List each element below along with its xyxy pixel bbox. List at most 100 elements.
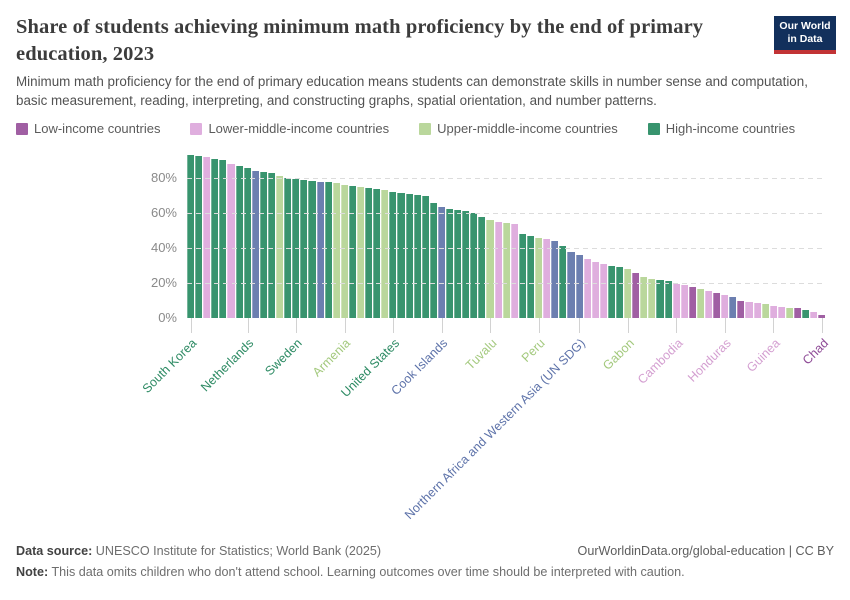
bar-rank-31[interactable]: [429, 202, 437, 318]
bars-container: [187, 155, 826, 318]
bar-rank-23[interactable]: [365, 187, 373, 318]
bar-rank-46[interactable]: [551, 241, 559, 318]
bar-rank-22[interactable]: [356, 186, 365, 318]
bar-rank-5[interactable]: [219, 159, 227, 318]
bar-rank-18[interactable]: [324, 182, 332, 318]
bar-rank-12[interactable]: [276, 176, 284, 318]
bar-rank-66[interactable]: [713, 292, 721, 318]
bar-rank-52[interactable]: [599, 263, 607, 318]
bar-rank-53[interactable]: [607, 265, 615, 318]
bar-northern-africa-and-western-asia-un-sdg[interactable]: [575, 255, 583, 318]
bar-rank-25[interactable]: [381, 190, 389, 318]
bar-rank-48[interactable]: [567, 251, 575, 318]
bar-rank-54[interactable]: [615, 267, 624, 318]
bar-rank-58[interactable]: [648, 278, 656, 318]
x-tick-sweden: [296, 318, 298, 333]
bar-rank-47[interactable]: [559, 246, 567, 318]
bar-rank-35[interactable]: [462, 211, 470, 318]
bar-rank-24[interactable]: [373, 188, 381, 318]
bar-rank-57[interactable]: [640, 276, 648, 318]
legend-label-lowermid: Lower-middle-income countries: [208, 121, 390, 136]
bar-rank-45[interactable]: [543, 239, 551, 318]
bar-rank-10[interactable]: [259, 171, 267, 318]
legend-item-lowermid[interactable]: Lower-middle-income countries: [190, 121, 389, 136]
legend-label-uppermid: Upper-middle-income countries: [437, 121, 618, 136]
bar-rank-71[interactable]: [753, 303, 761, 318]
bar-rank-2[interactable]: [195, 156, 203, 318]
bar-cook-islands[interactable]: [437, 206, 445, 318]
legend-swatch-low: [16, 122, 28, 135]
bar-rank-39[interactable]: [494, 221, 502, 318]
bar-netherlands[interactable]: [243, 167, 251, 318]
bar-rank-50[interactable]: [583, 258, 591, 318]
bar-peru[interactable]: [535, 237, 543, 318]
bar-rank-41[interactable]: [510, 223, 518, 318]
legend-swatch-uppermid: [419, 122, 432, 135]
bar-honduras[interactable]: [721, 295, 729, 318]
bar-rank-7[interactable]: [235, 165, 243, 318]
bar-rank-70[interactable]: [745, 302, 753, 318]
bar-tuvalu[interactable]: [486, 220, 494, 318]
bar-rank-43[interactable]: [526, 235, 535, 318]
bar-gabon[interactable]: [624, 269, 632, 318]
bar-rank-64[interactable]: [696, 289, 704, 318]
bar-rank-62[interactable]: [680, 284, 688, 318]
bar-rank-51[interactable]: [591, 262, 599, 318]
bar-rank-6[interactable]: [227, 164, 235, 318]
bar-rank-56[interactable]: [632, 272, 640, 318]
bar-united-states[interactable]: [389, 192, 397, 318]
legend-item-uppermid[interactable]: Upper-middle-income countries: [419, 121, 618, 136]
bar-rank-21[interactable]: [348, 185, 356, 318]
bar-rank-19[interactable]: [332, 183, 340, 318]
bar-rank-28[interactable]: [405, 193, 413, 318]
bar-rank-65[interactable]: [705, 290, 713, 318]
bar-rank-74[interactable]: [777, 306, 785, 318]
bar-rank-17[interactable]: [316, 181, 324, 318]
bar-rank-72[interactable]: [761, 304, 769, 318]
bar-rank-4[interactable]: [211, 158, 219, 318]
bar-rank-42[interactable]: [518, 234, 526, 318]
bar-rank-11[interactable]: [267, 172, 276, 318]
x-tick-tuvalu: [490, 318, 492, 333]
bar-rank-37[interactable]: [478, 216, 486, 318]
bar-rank-75[interactable]: [785, 307, 794, 318]
bar-rank-69[interactable]: [737, 301, 745, 318]
bar-rank-33[interactable]: [446, 208, 454, 318]
x-tick-cook-islands: [441, 318, 443, 333]
bar-rank-78[interactable]: [810, 311, 818, 318]
bar-rank-68[interactable]: [729, 297, 737, 318]
plot-area: 0% 20% 40% 60% 80% South Korea Netherlands Swed…: [140, 155, 831, 522]
bar-rank-76[interactable]: [794, 308, 802, 318]
bar-rank-9[interactable]: [251, 171, 259, 318]
bar-armenia[interactable]: [340, 185, 348, 318]
bar-guinea[interactable]: [769, 305, 777, 318]
gridline-20: [187, 283, 826, 284]
data-source-text: UNESCO Institute for Statistics; World B…: [92, 544, 382, 558]
gridline-80: [187, 178, 826, 179]
bar-chad[interactable]: [818, 314, 826, 318]
bar-rank-16[interactable]: [308, 180, 316, 318]
legend-item-low[interactable]: Low-income countries: [16, 121, 160, 136]
page-title: Share of students achieving minimum math…: [16, 16, 704, 66]
data-source-line: Data source: UNESCO Institute for Statis…: [16, 544, 381, 558]
y-axis-label-40: 40%: [150, 240, 177, 255]
bar-rank-34[interactable]: [454, 209, 462, 318]
bar-south-korea[interactable]: [187, 155, 195, 318]
bar-rank-3[interactable]: [203, 157, 211, 318]
bar-rank-30[interactable]: [421, 195, 429, 318]
bar-rank-27[interactable]: [397, 192, 405, 318]
bar-rank-77[interactable]: [802, 310, 810, 318]
bar-rank-29[interactable]: [413, 194, 421, 318]
bar-cambodia[interactable]: [672, 283, 680, 318]
owid-license-link[interactable]: OurWorldinData.org/global-education | CC…: [577, 544, 834, 558]
bar-rank-40[interactable]: [502, 222, 510, 318]
legend-item-high[interactable]: High-income countries: [647, 121, 795, 136]
bar-rank-60[interactable]: [664, 281, 672, 318]
x-tick-chad: [821, 318, 823, 333]
bar-rank-36[interactable]: [470, 213, 478, 318]
x-axis-label-peru: Peru: [518, 336, 548, 365]
x-axis-label-guinea: Guinea: [743, 336, 783, 375]
bar-rank-59[interactable]: [656, 279, 664, 318]
bar-rank-63[interactable]: [688, 287, 696, 318]
legend-swatch-high: [647, 122, 660, 135]
